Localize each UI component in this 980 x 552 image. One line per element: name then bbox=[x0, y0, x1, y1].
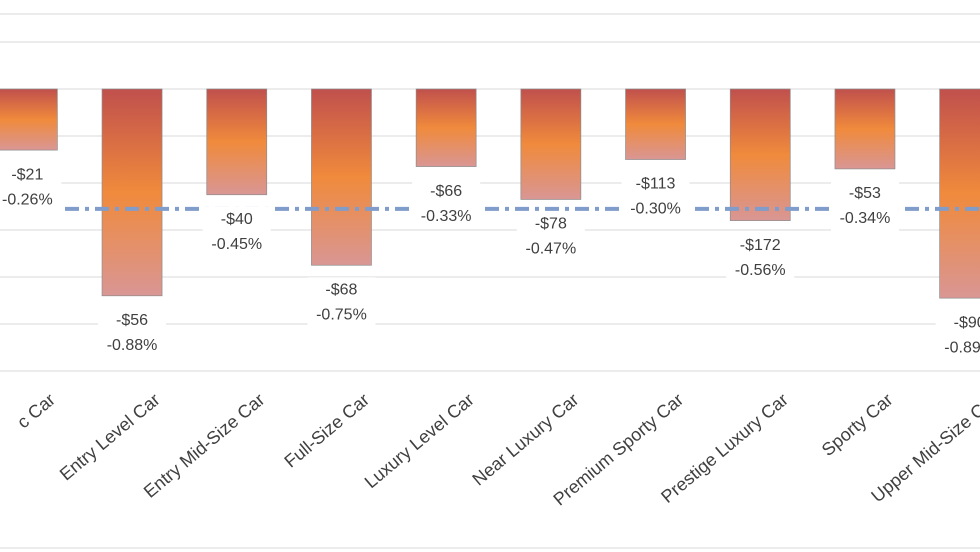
label-background bbox=[516, 211, 585, 262]
value-label: -0.34% bbox=[840, 210, 891, 227]
value-label: -0.56% bbox=[735, 262, 786, 279]
dollar-label: -$68 bbox=[325, 281, 357, 298]
value-label: -0.89% bbox=[944, 339, 980, 356]
dollar-label: -$21 bbox=[11, 166, 43, 183]
dollar-label: -$172 bbox=[740, 237, 781, 254]
bar bbox=[939, 88, 980, 299]
bar bbox=[520, 88, 582, 200]
value-label: -0.47% bbox=[525, 241, 576, 258]
dollar-label: -$56 bbox=[116, 312, 148, 329]
dollar-label: -$78 bbox=[535, 216, 567, 233]
x-tick-label: Near Luxury Car bbox=[468, 389, 582, 489]
label-background bbox=[202, 206, 271, 257]
bar bbox=[206, 88, 268, 196]
value-label: -0.45% bbox=[211, 236, 262, 253]
label-background bbox=[98, 307, 167, 358]
dollar-label: -$90 bbox=[954, 314, 980, 331]
label-background bbox=[726, 232, 795, 283]
bar bbox=[0, 88, 58, 151]
value-label: -0.75% bbox=[316, 306, 367, 323]
bar bbox=[415, 88, 477, 167]
dollar-label: -$66 bbox=[430, 183, 462, 200]
label-background bbox=[412, 178, 481, 229]
dollar-label: -$40 bbox=[221, 211, 253, 228]
dollar-label: -$53 bbox=[849, 185, 881, 202]
bar bbox=[311, 88, 372, 266]
bar bbox=[834, 88, 896, 170]
label-background bbox=[830, 180, 899, 231]
bar bbox=[625, 88, 686, 160]
value-label: -0.26% bbox=[2, 191, 53, 208]
bar bbox=[101, 88, 163, 297]
dollar-label: -$113 bbox=[636, 176, 676, 193]
bar bbox=[729, 88, 791, 221]
x-tick-label: Entry Level Car bbox=[56, 389, 164, 484]
value-label: -0.88% bbox=[107, 337, 158, 354]
label-background bbox=[621, 171, 690, 222]
x-tick-label: Full-Size Car bbox=[281, 389, 374, 471]
x-tick-label: c Car bbox=[13, 389, 59, 432]
x-tick-label: Luxury Level Car bbox=[361, 389, 478, 492]
value-label: -0.30% bbox=[630, 201, 681, 218]
label-background bbox=[0, 162, 62, 213]
label-background bbox=[935, 310, 980, 361]
value-label: -0.33% bbox=[421, 208, 472, 225]
x-tick-label: Sporty Car bbox=[818, 389, 897, 460]
label-background bbox=[307, 277, 376, 328]
